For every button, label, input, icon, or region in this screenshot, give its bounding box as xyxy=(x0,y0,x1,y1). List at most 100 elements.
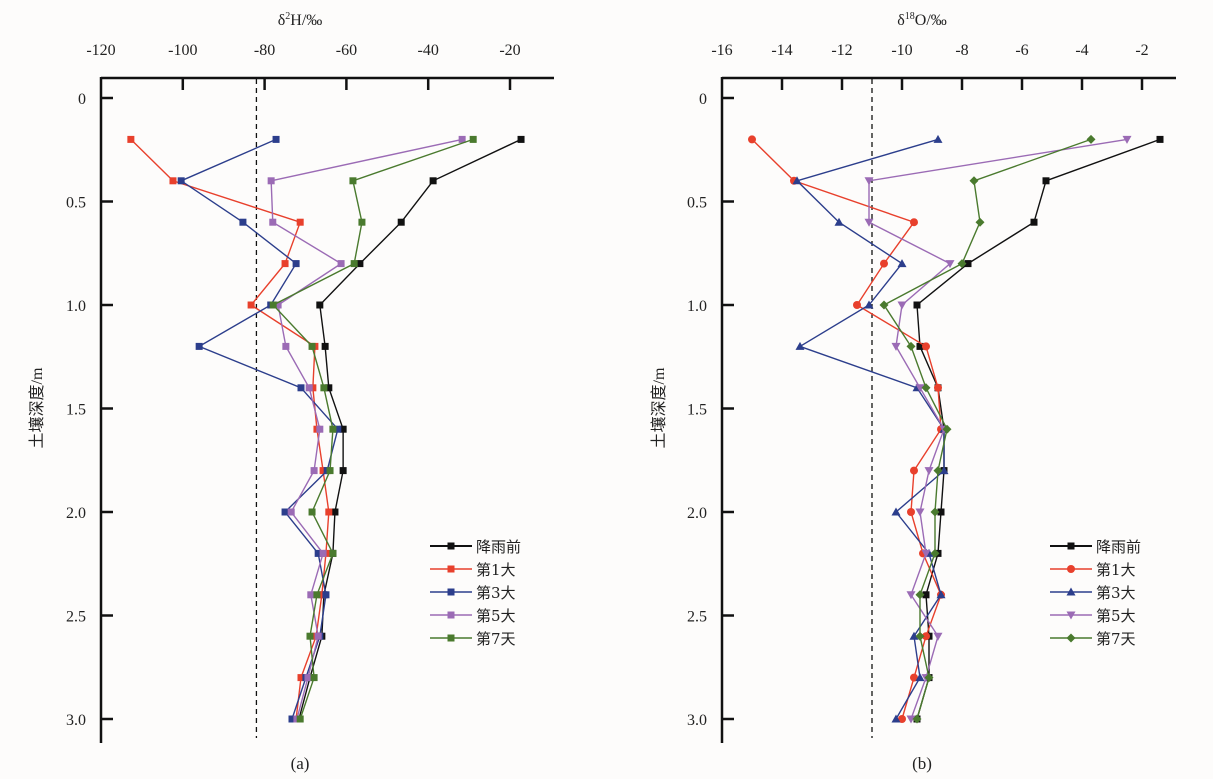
data-point xyxy=(934,383,942,392)
data-point xyxy=(1042,177,1050,185)
y-tick-label: 3.0 xyxy=(687,712,707,729)
data-point xyxy=(864,300,874,309)
series-4 xyxy=(879,134,1096,724)
legend-label: 第3大 xyxy=(476,584,516,602)
y-tick-label: 2.5 xyxy=(66,609,86,626)
x-axis-title-prefix: δ xyxy=(278,12,286,29)
data-point xyxy=(314,549,322,557)
data-point xyxy=(272,135,280,143)
y-axis-title: 土壤深度/m xyxy=(27,367,46,448)
data-point xyxy=(314,632,322,640)
data-point xyxy=(915,590,925,600)
data-point xyxy=(897,259,907,268)
legend-marker xyxy=(447,565,455,573)
data-point xyxy=(957,259,967,269)
data-point xyxy=(177,177,185,185)
x-tick-label: -12 xyxy=(831,42,852,59)
data-point xyxy=(296,715,304,723)
y-tick-label: 1.0 xyxy=(66,298,86,315)
data-point xyxy=(933,632,943,641)
panel-label: (a) xyxy=(291,754,310,773)
data-point xyxy=(897,301,907,310)
legend-marker xyxy=(447,542,455,550)
data-point xyxy=(910,673,918,682)
data-point xyxy=(247,301,255,309)
data-point xyxy=(306,632,314,640)
data-point xyxy=(329,549,337,557)
x-tick-label: -80 xyxy=(254,42,275,59)
data-point xyxy=(334,425,342,433)
legend-marker xyxy=(1066,611,1076,620)
data-point xyxy=(310,467,318,475)
data-point xyxy=(912,714,922,724)
data-point xyxy=(748,135,756,144)
data-point xyxy=(358,218,366,226)
legend-marker xyxy=(1067,542,1075,550)
x-tick-label: -4 xyxy=(1075,42,1088,59)
data-point xyxy=(924,673,934,683)
data-point xyxy=(910,218,918,227)
data-point xyxy=(939,466,949,475)
y-tick-label: 1.5 xyxy=(66,402,86,419)
x-tick-label: -16 xyxy=(711,42,732,59)
data-point xyxy=(316,425,324,433)
data-point xyxy=(308,342,316,350)
data-point xyxy=(288,715,296,723)
x-axis-title-suffix: H/‰ xyxy=(290,12,322,29)
data-point xyxy=(1030,218,1038,226)
data-point xyxy=(933,134,943,143)
data-point xyxy=(267,177,275,185)
data-point xyxy=(517,135,525,143)
data-point xyxy=(318,591,326,599)
data-point xyxy=(891,507,901,516)
legend-label: 第1大 xyxy=(476,561,516,579)
data-point xyxy=(910,466,918,475)
data-point xyxy=(307,591,315,599)
data-point xyxy=(310,674,318,682)
data-point xyxy=(339,425,347,433)
data-point xyxy=(930,507,940,517)
data-point xyxy=(297,674,305,682)
data-point xyxy=(339,467,347,475)
data-point xyxy=(1086,134,1096,144)
data-point xyxy=(864,177,874,186)
data-point xyxy=(305,384,313,392)
x-tick-label: -2 xyxy=(1135,42,1148,59)
data-point xyxy=(337,260,345,268)
data-point xyxy=(915,673,925,682)
data-point xyxy=(922,632,930,641)
data-point xyxy=(458,135,466,143)
x-axis-title-superscript: 18 xyxy=(905,11,915,22)
data-point xyxy=(269,301,277,309)
data-point xyxy=(975,217,985,227)
data-point xyxy=(326,467,334,475)
data-point xyxy=(915,384,925,393)
data-point xyxy=(906,341,916,351)
data-point xyxy=(936,590,946,599)
data-point xyxy=(169,177,177,185)
panel-a: δ2H/‰ -120 -100 -80 -60 -40 -20 0 0.5 1.0 1.5 2.0 2.… xyxy=(27,11,554,773)
y-tick-label: 0 xyxy=(699,91,707,108)
data-point xyxy=(331,508,339,516)
data-point xyxy=(325,384,333,392)
panel-b: δ18O/‰ -16 -14 -12 -10 -8 -6 -4 -2 0 0.5 1.0 1.5 2.0 2… xyxy=(649,11,1176,773)
y-axis-title: 土壤深度/m xyxy=(649,367,668,448)
data-point xyxy=(906,715,916,724)
x-tick-label: -120 xyxy=(86,42,115,59)
data-point xyxy=(922,342,930,351)
legend-label: 降雨前 xyxy=(476,538,521,556)
data-point xyxy=(906,591,916,600)
data-point xyxy=(282,342,290,350)
data-point xyxy=(297,384,305,392)
legend-label: 降雨前 xyxy=(1096,538,1141,556)
data-point xyxy=(853,301,861,309)
x-tick-label: -8 xyxy=(955,42,968,59)
data-point xyxy=(937,508,945,516)
data-point xyxy=(127,135,135,143)
y-tick-label: 0.5 xyxy=(687,195,707,212)
data-point xyxy=(1156,135,1164,143)
data-point xyxy=(891,714,901,723)
legend-marker xyxy=(447,634,455,642)
